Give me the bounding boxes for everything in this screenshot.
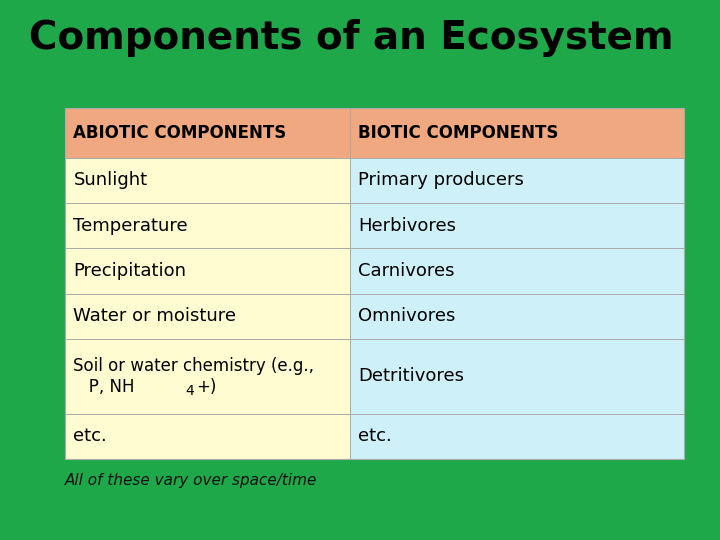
Text: Herbivores: Herbivores bbox=[359, 217, 456, 235]
Text: All of these vary over space/time: All of these vary over space/time bbox=[65, 472, 318, 488]
Bar bbox=[350, 158, 684, 203]
Bar bbox=[65, 108, 350, 158]
Bar bbox=[350, 294, 684, 339]
Text: Components of an Ecosystem: Components of an Ecosystem bbox=[29, 19, 673, 57]
Text: ABIOTIC COMPONENTS: ABIOTIC COMPONENTS bbox=[73, 124, 287, 142]
Text: BIOTIC COMPONENTS: BIOTIC COMPONENTS bbox=[359, 124, 559, 142]
Bar bbox=[350, 414, 684, 459]
Bar bbox=[350, 108, 684, 158]
Text: Precipitation: Precipitation bbox=[73, 262, 186, 280]
Text: +): +) bbox=[197, 378, 217, 396]
Text: Primary producers: Primary producers bbox=[359, 172, 524, 190]
Text: etc.: etc. bbox=[73, 427, 107, 446]
Bar bbox=[65, 108, 684, 459]
Bar bbox=[350, 203, 684, 248]
Text: Sunlight: Sunlight bbox=[73, 172, 148, 190]
Text: Water or moisture: Water or moisture bbox=[73, 307, 236, 325]
Bar bbox=[65, 294, 350, 339]
Text: Detritivores: Detritivores bbox=[359, 367, 464, 386]
Bar bbox=[65, 158, 350, 203]
Text: Carnivores: Carnivores bbox=[359, 262, 455, 280]
Text: P, NH: P, NH bbox=[73, 378, 135, 396]
Text: Soil or water chemistry (e.g.,: Soil or water chemistry (e.g., bbox=[73, 357, 315, 375]
Bar bbox=[65, 414, 350, 459]
Text: etc.: etc. bbox=[359, 427, 392, 446]
Bar bbox=[350, 248, 684, 294]
Text: Temperature: Temperature bbox=[73, 217, 188, 235]
Text: 4: 4 bbox=[185, 383, 194, 397]
Bar bbox=[65, 203, 350, 248]
Bar bbox=[350, 339, 684, 414]
Bar bbox=[65, 248, 350, 294]
Bar bbox=[65, 339, 350, 414]
Text: Omnivores: Omnivores bbox=[359, 307, 456, 325]
